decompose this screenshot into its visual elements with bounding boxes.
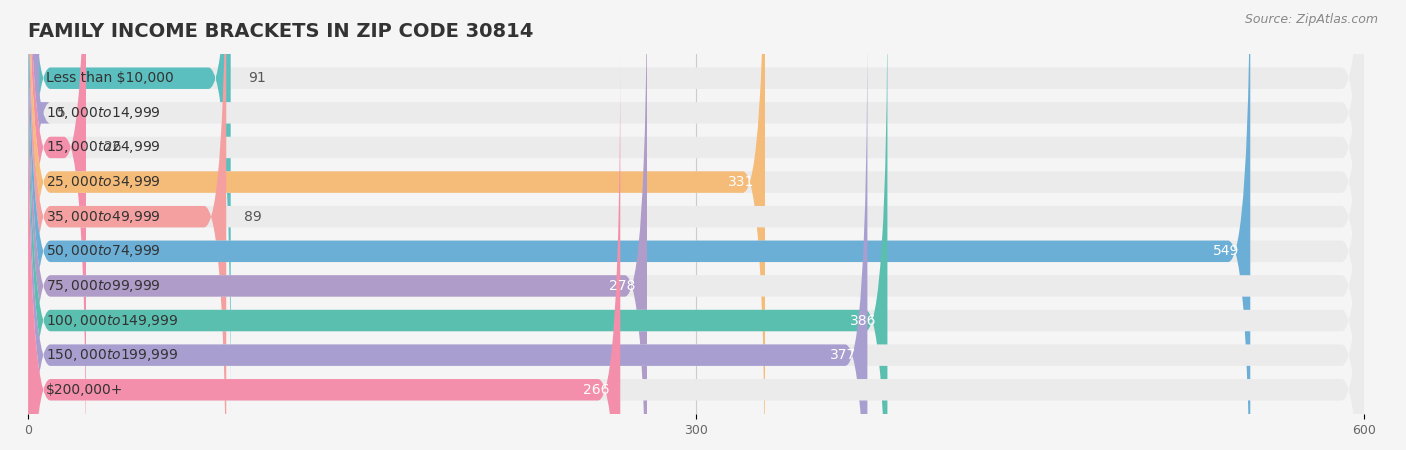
- Text: $35,000 to $49,999: $35,000 to $49,999: [46, 209, 160, 225]
- FancyBboxPatch shape: [28, 0, 226, 450]
- FancyBboxPatch shape: [28, 0, 231, 414]
- Text: Source: ZipAtlas.com: Source: ZipAtlas.com: [1244, 14, 1378, 27]
- Text: $50,000 to $74,999: $50,000 to $74,999: [46, 243, 160, 259]
- Text: $100,000 to $149,999: $100,000 to $149,999: [46, 313, 179, 328]
- Text: $25,000 to $34,999: $25,000 to $34,999: [46, 174, 160, 190]
- Text: $150,000 to $199,999: $150,000 to $199,999: [46, 347, 179, 363]
- Text: 5: 5: [58, 106, 66, 120]
- FancyBboxPatch shape: [28, 20, 868, 450]
- Text: 386: 386: [849, 314, 876, 328]
- FancyBboxPatch shape: [28, 0, 1364, 450]
- FancyBboxPatch shape: [28, 54, 620, 450]
- FancyBboxPatch shape: [28, 0, 1364, 450]
- FancyBboxPatch shape: [28, 0, 887, 450]
- Text: 89: 89: [245, 210, 262, 224]
- Text: 278: 278: [609, 279, 636, 293]
- FancyBboxPatch shape: [28, 0, 1364, 450]
- Text: $75,000 to $99,999: $75,000 to $99,999: [46, 278, 160, 294]
- FancyBboxPatch shape: [28, 0, 1364, 414]
- FancyBboxPatch shape: [28, 0, 1250, 450]
- Text: 549: 549: [1213, 244, 1239, 258]
- FancyBboxPatch shape: [28, 0, 765, 450]
- Text: $10,000 to $14,999: $10,000 to $14,999: [46, 105, 160, 121]
- Text: Less than $10,000: Less than $10,000: [46, 71, 174, 85]
- Text: $200,000+: $200,000+: [46, 383, 124, 397]
- FancyBboxPatch shape: [28, 54, 1364, 450]
- FancyBboxPatch shape: [28, 0, 647, 450]
- FancyBboxPatch shape: [28, 20, 1364, 450]
- Text: 91: 91: [249, 71, 266, 85]
- FancyBboxPatch shape: [28, 0, 1364, 450]
- Text: 26: 26: [104, 140, 121, 154]
- Text: 266: 266: [582, 383, 609, 397]
- FancyBboxPatch shape: [28, 0, 1364, 448]
- FancyBboxPatch shape: [28, 0, 86, 450]
- FancyBboxPatch shape: [17, 0, 51, 448]
- FancyBboxPatch shape: [28, 0, 1364, 450]
- Text: $15,000 to $24,999: $15,000 to $24,999: [46, 140, 160, 155]
- FancyBboxPatch shape: [28, 0, 1364, 450]
- Text: 331: 331: [727, 175, 754, 189]
- Text: 377: 377: [830, 348, 856, 362]
- Text: FAMILY INCOME BRACKETS IN ZIP CODE 30814: FAMILY INCOME BRACKETS IN ZIP CODE 30814: [28, 22, 533, 41]
